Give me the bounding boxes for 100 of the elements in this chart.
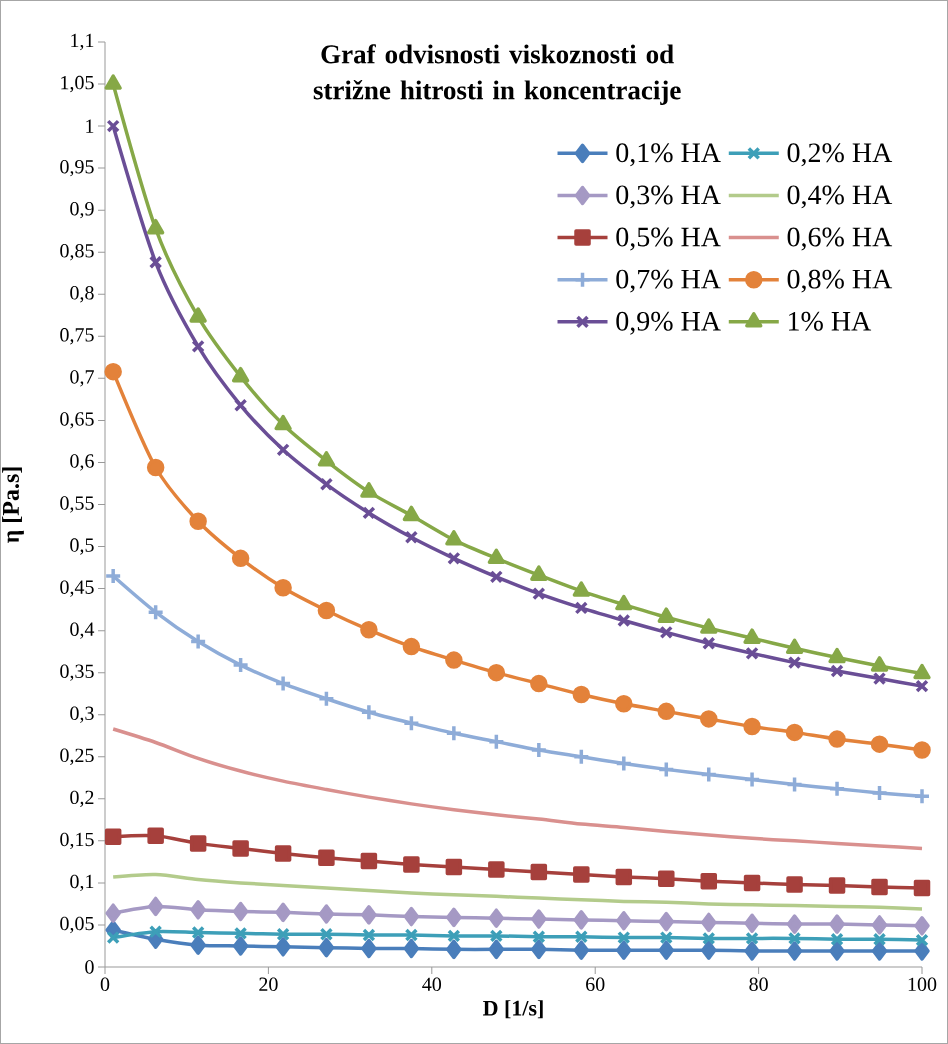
y-tick-label: 0,45 xyxy=(60,580,94,597)
point xyxy=(190,900,206,920)
legend-label: 0,2% HA xyxy=(787,143,893,167)
point xyxy=(830,932,844,946)
point xyxy=(828,779,846,798)
point xyxy=(870,735,889,753)
point xyxy=(361,905,377,925)
point xyxy=(148,924,163,939)
point xyxy=(787,655,802,670)
point xyxy=(362,506,376,520)
point xyxy=(743,717,761,736)
legend-label: 0,5% HA xyxy=(616,227,721,251)
point xyxy=(487,548,506,565)
point xyxy=(573,940,590,960)
point xyxy=(362,928,376,942)
point xyxy=(786,914,803,934)
point xyxy=(360,621,378,639)
y-tick-label: 0,3 xyxy=(70,706,94,723)
point xyxy=(233,926,248,941)
point xyxy=(616,911,632,931)
point xyxy=(828,730,846,748)
point xyxy=(913,879,931,897)
legend-label: 0,6% HA xyxy=(787,227,893,251)
point xyxy=(913,663,931,680)
point xyxy=(615,594,633,611)
x-tick-label: 40 xyxy=(422,977,442,992)
point xyxy=(915,679,929,693)
line-series xyxy=(111,727,924,851)
point xyxy=(786,941,803,961)
x-tick-label: 20 xyxy=(259,977,278,992)
point xyxy=(658,940,675,960)
point xyxy=(317,601,336,620)
point xyxy=(615,754,633,773)
point xyxy=(274,845,292,862)
point xyxy=(701,940,717,960)
point xyxy=(785,723,804,742)
point xyxy=(317,451,336,467)
y-tick-label: 0,4 xyxy=(70,622,95,639)
point xyxy=(402,714,421,732)
point xyxy=(870,656,889,672)
y-tick-label: 0,95 xyxy=(60,159,94,177)
legend-label: 0,3% HA xyxy=(616,185,721,209)
y-tick-label: 1,1 xyxy=(71,33,94,51)
point xyxy=(104,567,122,585)
line-series xyxy=(111,872,924,911)
point xyxy=(191,925,205,940)
point xyxy=(615,695,633,713)
x-tick-label: 80 xyxy=(749,977,768,992)
point xyxy=(147,896,164,917)
point xyxy=(148,255,163,270)
point xyxy=(445,530,463,546)
point xyxy=(106,930,120,945)
point xyxy=(531,939,547,960)
point xyxy=(530,674,548,693)
point xyxy=(871,878,888,896)
point xyxy=(658,911,675,932)
y-tick-label: 0,85 xyxy=(60,244,94,261)
point xyxy=(104,828,122,845)
point xyxy=(786,876,803,893)
point xyxy=(615,868,633,886)
point xyxy=(487,732,506,751)
point xyxy=(488,908,505,928)
point xyxy=(446,939,462,960)
point xyxy=(275,937,291,957)
point xyxy=(231,656,250,674)
y-tick-label: 0,05 xyxy=(60,916,94,934)
point xyxy=(574,601,589,615)
point xyxy=(146,218,165,235)
point xyxy=(914,916,930,936)
y-tick-label: 0,35 xyxy=(60,664,94,681)
point xyxy=(404,928,419,942)
point xyxy=(872,932,887,946)
y-tick-label: 0,6 xyxy=(70,454,94,471)
y-axis-title: η [Pa.s] xyxy=(2,467,24,543)
point xyxy=(829,914,845,934)
point xyxy=(489,570,504,584)
point xyxy=(743,770,761,789)
y-tick-label: 0,2 xyxy=(70,790,94,807)
point xyxy=(659,930,673,945)
point xyxy=(319,927,334,941)
point xyxy=(360,482,378,498)
point xyxy=(274,578,292,597)
point xyxy=(233,398,248,412)
point xyxy=(446,907,462,928)
point xyxy=(232,901,249,922)
point xyxy=(189,835,207,852)
point xyxy=(190,935,206,955)
point xyxy=(830,664,844,678)
y-tick-label: 0,15 xyxy=(60,832,94,850)
point xyxy=(871,915,888,935)
legend-label: 0,1% HA xyxy=(616,143,721,167)
x-axis-title: D [1/s] xyxy=(483,1000,543,1019)
point xyxy=(745,931,759,946)
point xyxy=(231,366,250,383)
point xyxy=(574,930,589,944)
point xyxy=(532,930,546,944)
point xyxy=(701,912,717,933)
y-tick-label: 0,1 xyxy=(70,874,94,892)
point xyxy=(658,870,675,887)
point xyxy=(787,931,802,946)
